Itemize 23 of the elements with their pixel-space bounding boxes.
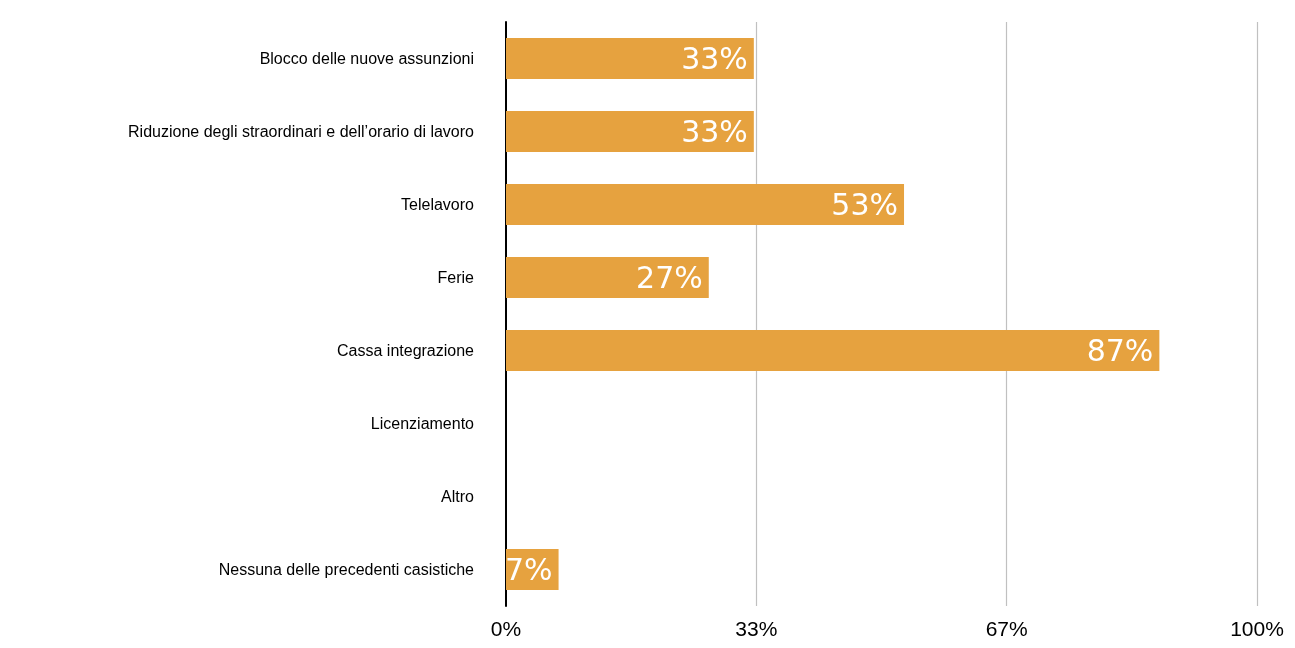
y-tick-label: Nessuna delle precedenti casistiche xyxy=(218,561,475,578)
x-tick-label: 0% xyxy=(490,617,522,640)
y-tick-label: Telelavoro xyxy=(401,196,475,213)
data-label: 87% xyxy=(1086,333,1154,368)
y-tick-label: Licenziamento xyxy=(370,415,475,432)
data-label: 53% xyxy=(831,187,899,222)
data-label: 27% xyxy=(636,260,703,295)
data-label: 33% xyxy=(681,41,748,76)
y-tick-label: Blocco delle nuove assunzioni xyxy=(259,50,474,67)
x-tick-label: 33% xyxy=(735,617,778,640)
bar xyxy=(506,111,754,152)
bar xyxy=(506,38,754,79)
data-label: 33% xyxy=(681,114,748,149)
y-tick-label: Riduzione degli straordinari e dell’orario di lavoro xyxy=(128,123,475,140)
x-tick-label: 100% xyxy=(1230,617,1284,640)
y-tick-label: Ferie xyxy=(437,269,475,286)
data-label: 7% xyxy=(504,552,553,587)
bar xyxy=(506,184,905,225)
bar xyxy=(506,257,709,298)
y-tick-label: Cassa integrazione xyxy=(337,342,475,359)
x-tick-label: 67% xyxy=(985,617,1028,640)
bar xyxy=(506,330,1160,371)
y-tick-label: Altro xyxy=(441,488,475,505)
